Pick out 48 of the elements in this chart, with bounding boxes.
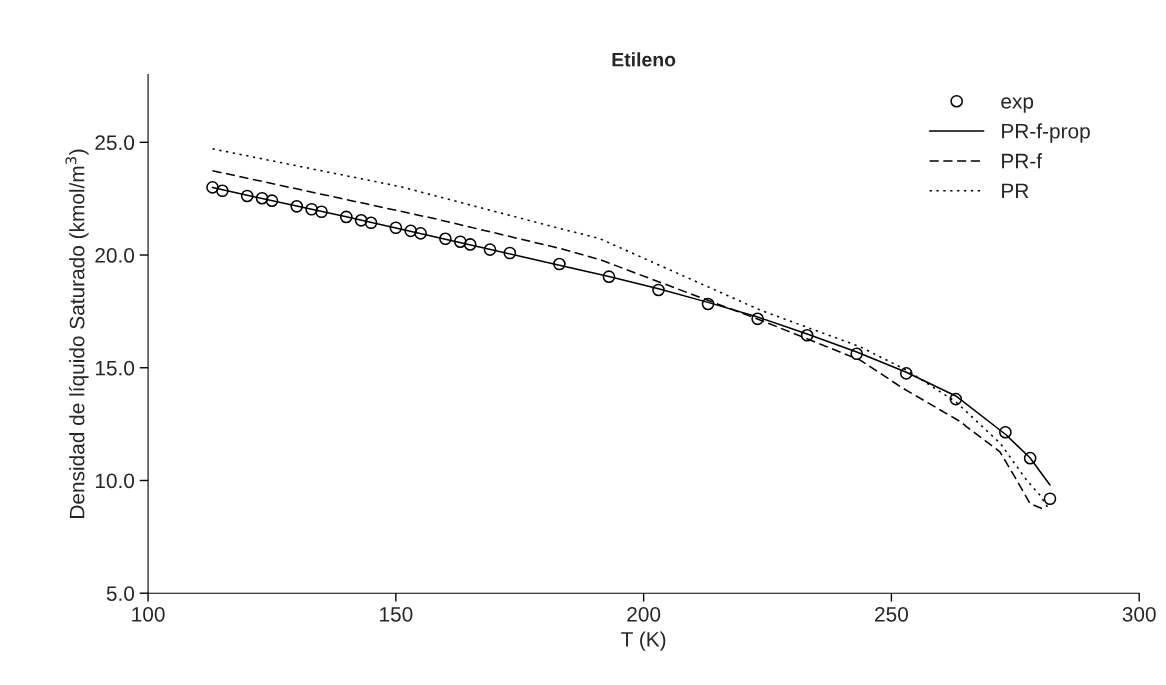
point <box>414 227 427 240</box>
point <box>364 216 378 230</box>
point <box>305 202 318 216</box>
x-tick-label: 150 <box>380 606 413 622</box>
point <box>216 184 229 198</box>
y-tick-label: 10.0 <box>95 473 135 489</box>
point <box>503 246 517 260</box>
point <box>339 210 353 224</box>
y-axis-title: Densidad de líquido Saturado (kmol/m$^{3}$) <box>65 149 89 518</box>
point <box>265 194 279 208</box>
point <box>483 243 497 256</box>
point <box>389 221 403 235</box>
point <box>463 238 477 251</box>
y-tick-label: 25.0 <box>95 135 135 151</box>
point <box>453 235 467 249</box>
x-tick-label: 200 <box>627 606 661 622</box>
legend-label: exp <box>1001 97 1034 113</box>
point <box>404 224 418 238</box>
point <box>1023 451 1037 465</box>
point <box>999 425 1012 439</box>
point <box>206 181 219 194</box>
point <box>439 232 452 246</box>
y-tick-label: 20.0 <box>95 248 135 263</box>
point <box>652 283 665 297</box>
point <box>553 257 566 271</box>
point <box>949 392 963 406</box>
x-tick-label: 300 <box>1122 606 1156 622</box>
x-axis-title: T (K) <box>621 631 666 651</box>
point <box>602 270 616 283</box>
y-tick-label: 5.0 <box>106 586 135 601</box>
legend-label: PR-f <box>1002 153 1043 169</box>
point <box>354 213 368 227</box>
point <box>800 328 814 342</box>
x-tick-label: 100 <box>132 606 165 622</box>
point <box>751 312 764 326</box>
x-tick-label: 250 <box>875 606 908 622</box>
legend-label: PR <box>1002 183 1029 199</box>
point <box>850 347 864 361</box>
point <box>701 297 715 311</box>
y-tick-label: 15.0 <box>95 360 135 376</box>
point <box>899 367 913 380</box>
point <box>315 205 328 219</box>
chart-title: Etileno <box>612 52 676 67</box>
legend-label: PR-f-prop <box>1002 123 1090 143</box>
point <box>290 200 304 213</box>
point <box>255 191 269 205</box>
point <box>240 189 254 203</box>
point <box>1043 492 1057 506</box>
